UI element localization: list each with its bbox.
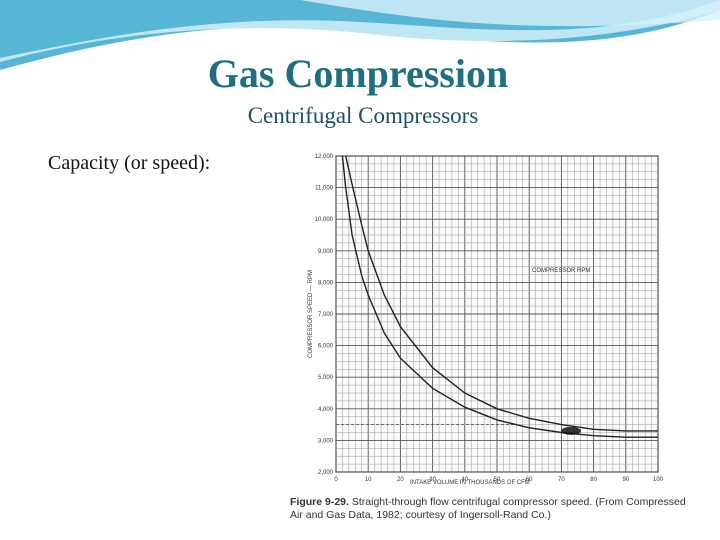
page-subtitle: Centrifugal Compressors [247,103,479,128]
y-axis-label: COMPRESSOR SPEED — RPM [308,270,314,358]
y-tick-label: 10,000 [315,217,334,223]
x-tick-label: 100 [653,477,664,483]
bullet-text: Capacity (or speed): [48,152,211,174]
y-tick-label: 11,000 [315,186,334,192]
y-tick-label: 9,000 [318,249,334,255]
x-tick-label: 20 [397,477,404,483]
y-tick-label: 8,000 [318,280,334,286]
y-tick-label: 3,000 [318,438,334,444]
caption-text: Straight-through flow centrifugal compre… [290,496,686,521]
x-tick-label: 30 [429,477,436,483]
y-tick-label: 7,000 [318,312,334,318]
x-axis-label: INTAKE VOLUME IN THOUSANDS OF CFM [410,480,530,486]
x-tick-label: 90 [622,477,629,483]
x-tick-label: 80 [590,477,597,483]
y-tick-label: 5,000 [318,375,334,381]
figure-caption: Figure 9-29. Straight-through flow centr… [290,496,700,522]
x-tick-label: 50 [494,477,501,483]
legend-label: COMPRESSOR RPM [532,268,590,274]
x-tick-label: 10 [365,477,372,483]
x-tick-label: 70 [558,477,565,483]
x-tick-label: 0 [334,477,338,483]
y-tick-label: 2,000 [318,470,334,476]
compressor-speed-chart: 2,000 3,000 4,000 5,000 6,000 7,000 8,000 9,000… [308,154,664,486]
caption-figure-number: Figure 9-29. [290,496,349,508]
x-tick-label: 40 [461,477,468,483]
y-tick-label: 6,000 [318,344,334,350]
operating-region-marker [561,426,582,435]
speed-curve-1 [341,155,658,438]
speed-curve-2 [345,155,658,432]
header-wave-banner [0,0,720,70]
y-tick-label: 12,000 [315,154,334,160]
x-tick-label: 60 [526,477,533,483]
y-tick-label: 4,000 [318,407,334,413]
page-title: Gas Compression [207,51,509,96]
